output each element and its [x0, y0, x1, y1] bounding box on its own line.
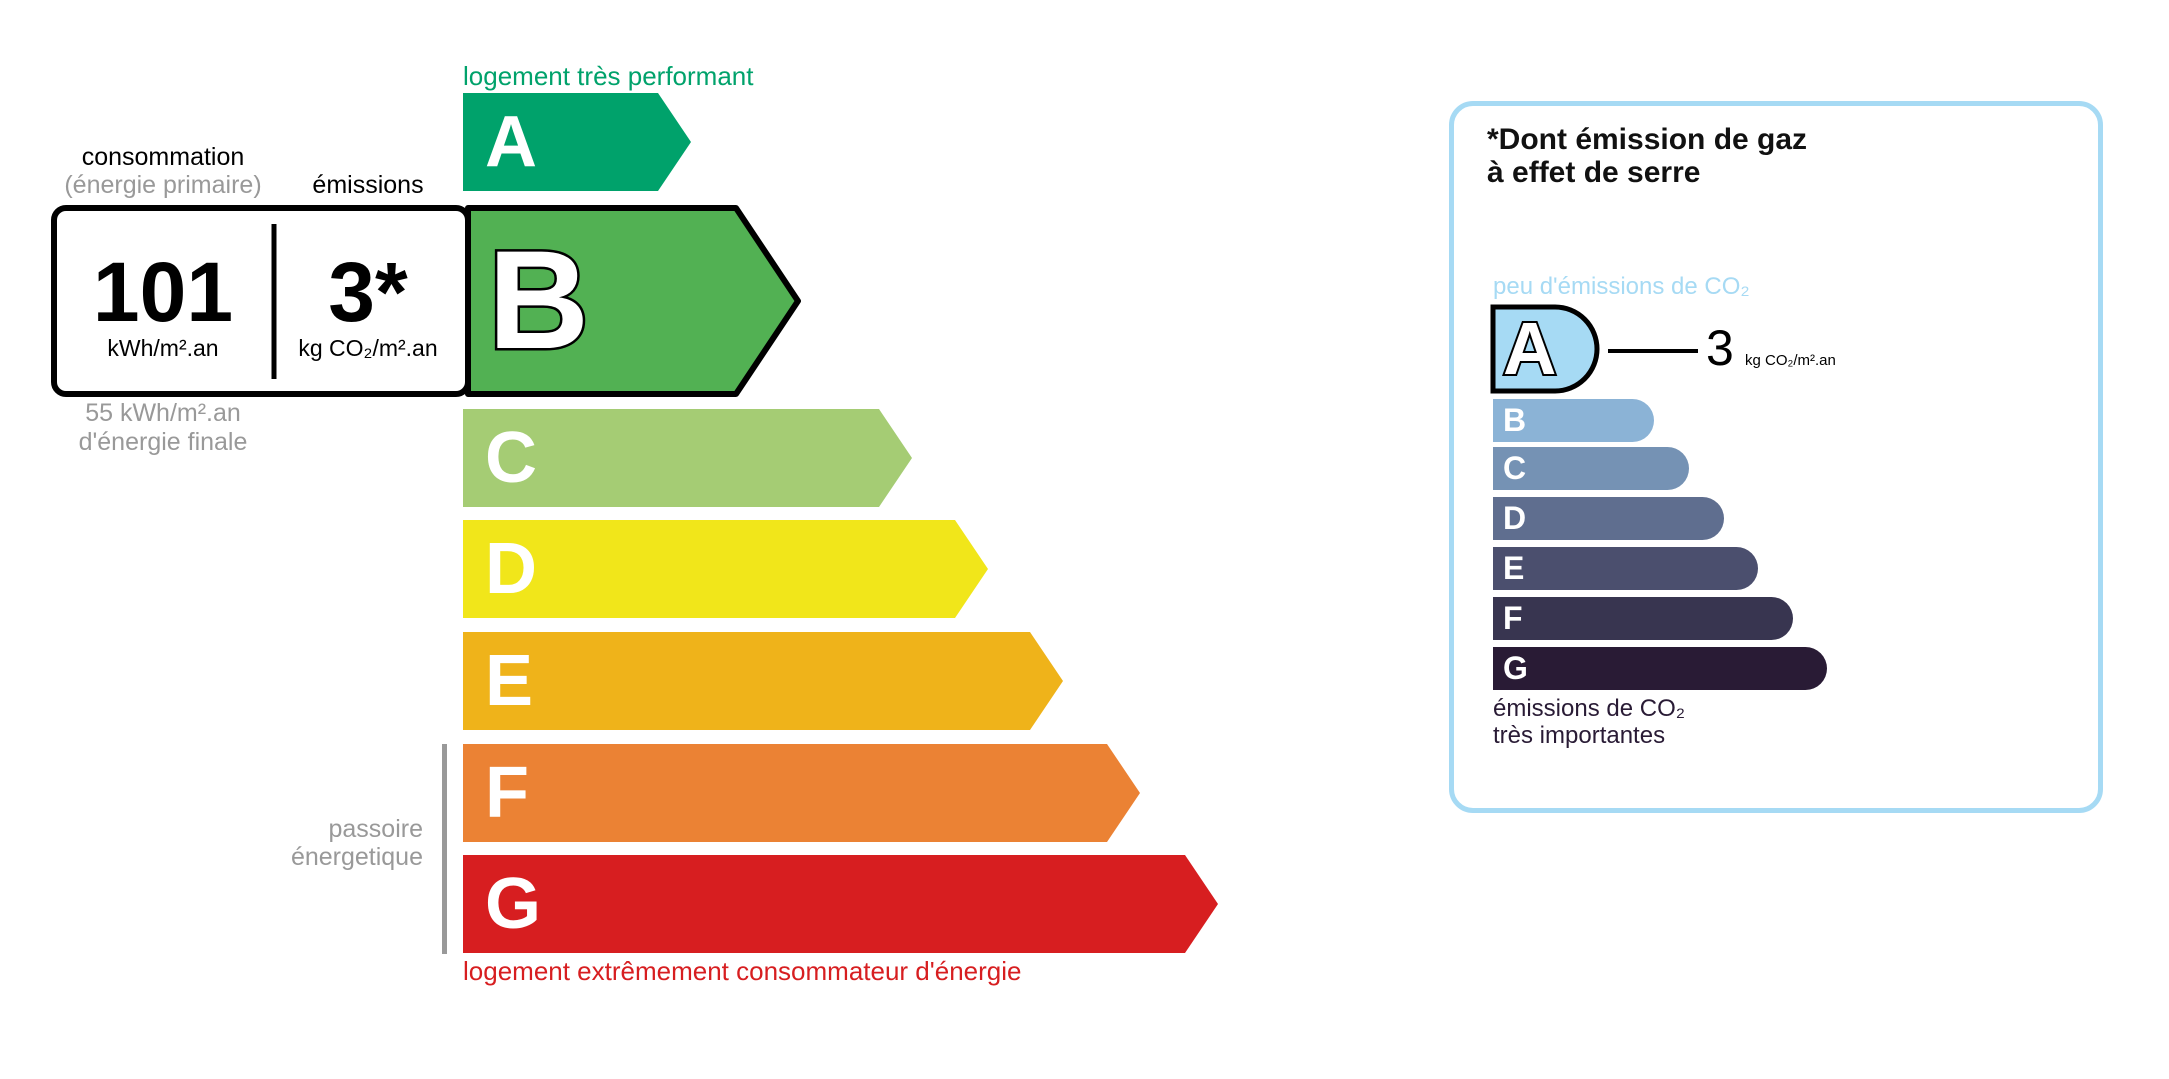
passoire-label-1: passoire [328, 815, 424, 843]
energy-top-label: logement très performant [463, 61, 754, 91]
current-class-letter: B [485, 221, 591, 378]
class-letter: C [1503, 450, 1527, 486]
final-energy-value: 55 kWh/m².an [85, 399, 241, 427]
consumption-value: 101 [92, 245, 234, 339]
consumption-heading: consommation [81, 143, 245, 171]
ghg-class-a [1490, 304, 1600, 394]
ghg-class-g: G [1493, 647, 1827, 690]
energy-class-e: E [463, 632, 1063, 730]
ghg-value: 3 [1706, 320, 1734, 376]
ghg-panel [1449, 101, 2103, 813]
ghg-bottom-label-2: très importantes [1493, 722, 1666, 749]
emissions-value: 3* [328, 245, 408, 339]
class-letter: G [485, 864, 542, 944]
ghg-class-d: D [1493, 497, 1724, 540]
consumption-unit: kWh/m².an [107, 335, 219, 361]
class-letter: F [485, 753, 529, 833]
energy-class-b [465, 205, 801, 397]
class-letter: B [1503, 402, 1527, 438]
current-class-box [51, 205, 801, 397]
ghg-class-e: E [1493, 547, 1758, 590]
class-letter: D [1503, 500, 1527, 536]
ghg-bottom-label-1: émissions de CO₂ [1493, 695, 1686, 722]
ghg-unit: kg CO₂/m².an [1745, 352, 1836, 369]
emissions-heading: émissions [312, 171, 424, 199]
class-letter: E [1503, 550, 1525, 586]
class-letter: D [485, 529, 537, 609]
emissions-unit: kg CO₂/m².an [298, 335, 438, 361]
energy-class-a: A [463, 93, 691, 191]
class-letter: A [485, 102, 537, 182]
final-energy-label: d'énergie finale [78, 428, 248, 456]
ghg-pointer-line [1608, 349, 1698, 353]
energy-bottom-label: logement extrêmement consommateur d'éner… [463, 956, 1022, 986]
ghg-current-letter: A [1501, 305, 1558, 392]
ghg-class-c: C [1493, 447, 1689, 490]
ghg-class-f: F [1493, 597, 1793, 640]
class-letter: F [1503, 600, 1523, 636]
class-letter: E [485, 641, 534, 721]
class-letter: G [1503, 650, 1528, 686]
ghg-title-1: *Dont émission de gaz [1487, 123, 1808, 156]
class-letter: C [485, 418, 537, 498]
energy-class-d: D [463, 520, 988, 618]
passoire-label-2: énergetique [290, 843, 423, 871]
passoire-bracket [442, 744, 447, 954]
ghg-class-b: B [1493, 399, 1654, 442]
ghg-top-label: peu d'émissions de CO₂ [1493, 273, 1750, 300]
energy-class-c: C [463, 409, 912, 507]
ghg-title-2: à effet de serre [1487, 156, 1701, 189]
energy-class-f: F [463, 744, 1140, 842]
energy-class-g: G [463, 855, 1218, 953]
consumption-sub: (énergie primaire) [64, 171, 262, 199]
